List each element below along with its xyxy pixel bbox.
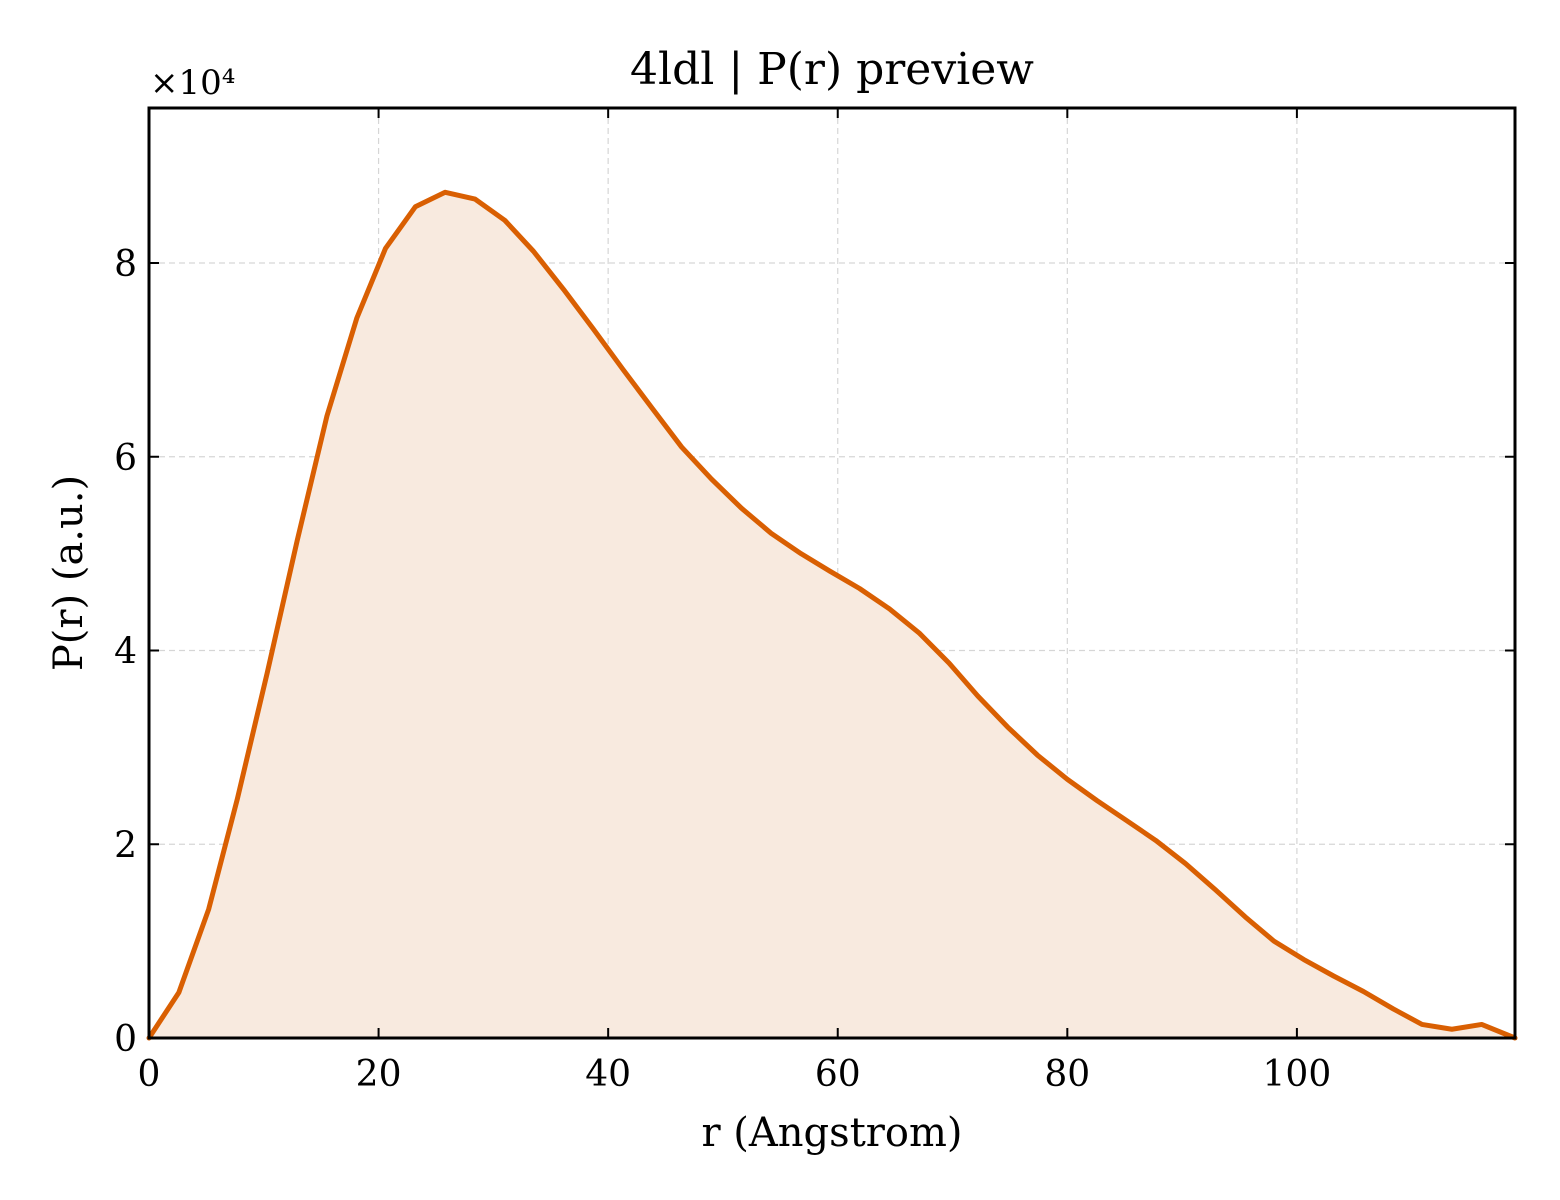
plot-frame xyxy=(147,106,1517,1040)
x-tick-label: 60 xyxy=(815,1054,861,1095)
y-axis-offset-label: ×10⁴ xyxy=(150,63,235,103)
x-tick-label: 40 xyxy=(585,1054,631,1095)
y-tick-label: 4 xyxy=(114,632,137,673)
area-fill xyxy=(149,192,1515,1038)
y-tick-label: 0 xyxy=(114,1019,137,1060)
y-tick-label: 8 xyxy=(114,244,137,285)
x-tick-label: 0 xyxy=(138,1054,161,1095)
x-tick-label: 100 xyxy=(1263,1054,1332,1095)
axis-ticks: 0 20 40 60 80 100 0 2 4 6 8 xyxy=(114,108,1515,1095)
y-axis-title: P(r) (a.u.) xyxy=(46,475,92,671)
y-tick-label: 6 xyxy=(114,438,137,479)
pr-curve-line xyxy=(146,189,1518,1041)
y-tick-label: 2 xyxy=(114,825,137,866)
chart-title: 4ldl | P(r) preview xyxy=(630,44,1034,95)
x-tick-label: 80 xyxy=(1044,1054,1090,1095)
x-tick-label: 20 xyxy=(356,1054,402,1095)
x-axis-title: r (Angstrom) xyxy=(701,1110,962,1156)
